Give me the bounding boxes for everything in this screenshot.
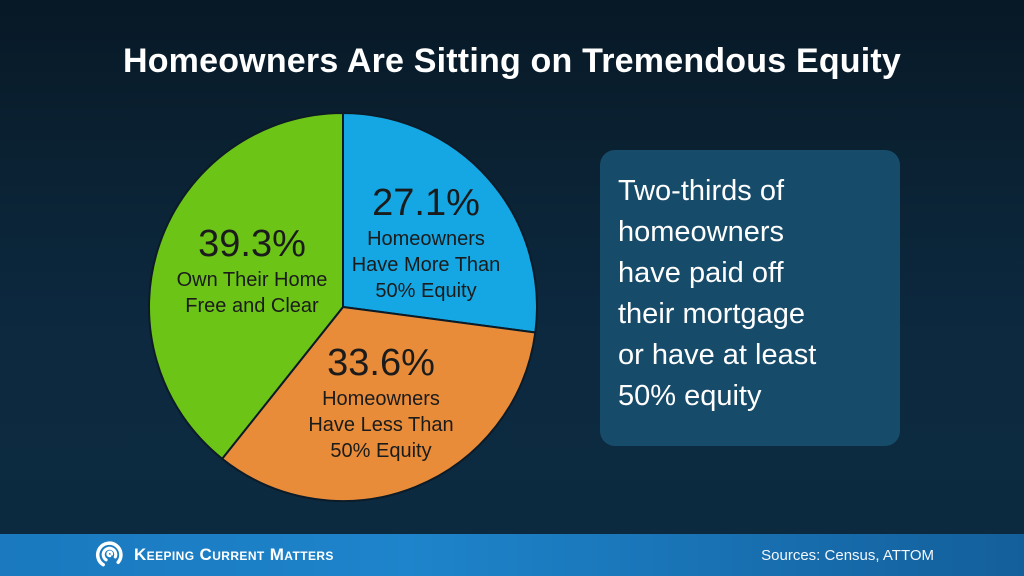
pie-label-more-than-50: 27.1% Homeowners Have More Than 50% Equi… (352, 180, 501, 304)
pie-slice (221, 306, 537, 502)
brand-name: Keeping Current Matters (134, 545, 334, 564)
pie-value-more-than-50: 27.1% (372, 182, 480, 224)
pie-chart (148, 112, 538, 502)
pie-text-more-than-50: Homeowners Have More Than 50% Equity (351, 228, 501, 302)
pie-slice (342, 112, 538, 334)
sources-text: Sources: Census, ATTOM (761, 546, 934, 564)
pie-label-free-and-clear: 39.3% Own Their Home Free and Clear (177, 221, 328, 319)
brand: Keeping Current Matters (94, 534, 334, 576)
page-title: Homeowners Are Sitting on Tremendous Equ… (122, 42, 902, 80)
pie-value-less-than-50: 33.6% (327, 342, 435, 384)
pie-slice (148, 112, 344, 460)
pie-text-free-and-clear: Own Their Home Free and Clear (176, 269, 328, 317)
callout-box: Two-thirds of homeowners have paid off t… (600, 150, 900, 446)
pie-text-less-than-50: Homeowners Have Less Than 50% Equity (308, 388, 454, 462)
footer-bar: Keeping Current Matters Sources: Census,… (0, 534, 1024, 576)
pie-value-free-and-clear: 39.3% (198, 223, 306, 265)
kcm-swirl-logo-icon (95, 540, 123, 566)
pie-label-less-than-50: 33.6% Homeowners Have Less Than 50% Equi… (308, 340, 453, 464)
callout-text: Two-thirds of homeowners have paid off t… (618, 175, 817, 412)
